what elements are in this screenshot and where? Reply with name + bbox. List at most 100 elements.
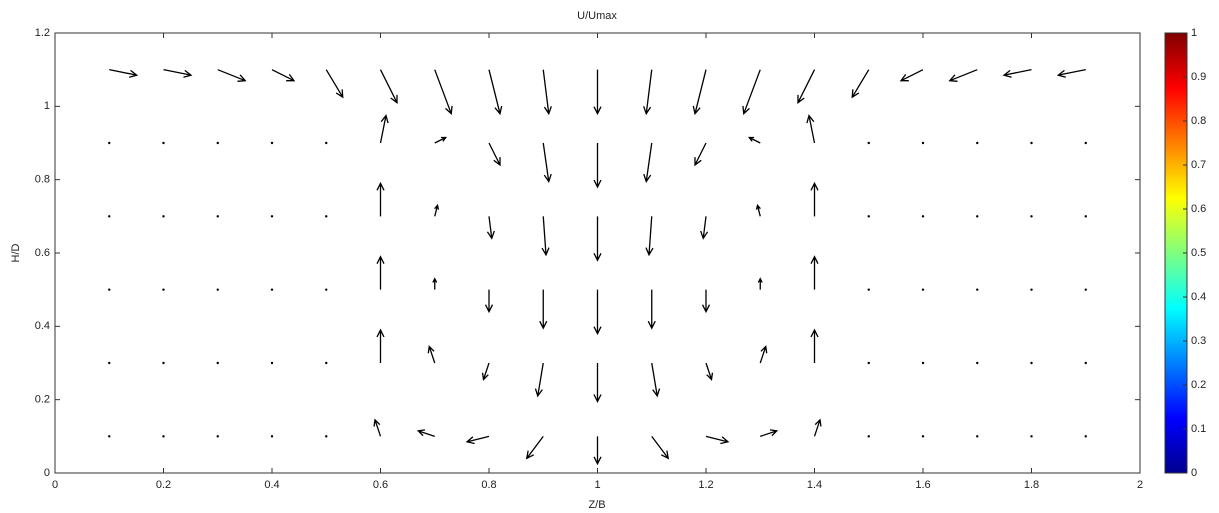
- vector-arrow: [432, 277, 438, 290]
- vector-arrow: [427, 345, 436, 364]
- y-tick-label: 0.2: [35, 394, 50, 406]
- chart-title: U/Umax: [577, 10, 617, 22]
- vector-arrow: [325, 69, 344, 99]
- vector-arrow: [593, 289, 602, 336]
- vector-arrow: [705, 362, 714, 381]
- vector-arrow: [1056, 69, 1086, 78]
- vector-dot: [867, 215, 870, 218]
- vector-dot: [867, 288, 870, 291]
- vector-dot: [1030, 361, 1033, 365]
- vector-arrow: [692, 69, 707, 116]
- vector-dot: [270, 215, 274, 218]
- vector-arrow: [705, 435, 730, 445]
- vector-dot: [1084, 435, 1087, 438]
- vector-arrow: [645, 216, 654, 257]
- vector-dot: [1030, 435, 1033, 438]
- y-tick-label: 0.4: [35, 320, 50, 332]
- vector-arrow: [593, 69, 602, 116]
- x-axis-label: Z/B: [588, 499, 605, 511]
- colorbar-tick-label: 0.7: [1191, 159, 1206, 171]
- vector-dot: [325, 215, 328, 218]
- vector-arrow: [434, 69, 453, 116]
- vector-arrow: [488, 142, 501, 167]
- vector-dot: [108, 435, 111, 438]
- x-tick-label: 1.6: [915, 479, 930, 491]
- vector-dot: [1084, 215, 1087, 218]
- vector-dot: [867, 141, 870, 145]
- x-tick-label: 1.2: [698, 479, 713, 491]
- vector-arrow: [757, 277, 763, 290]
- y-tick-label: 0: [44, 467, 50, 479]
- x-tick-label: 0.6: [373, 479, 388, 491]
- colorbar-tick-label: 0.2: [1191, 379, 1206, 391]
- vector-dot: [976, 435, 979, 438]
- x-tick-label: 0: [52, 479, 58, 491]
- vector-dot: [325, 288, 328, 291]
- vector-arrow: [747, 136, 761, 144]
- x-tick-label: 2: [1137, 479, 1143, 491]
- vector-arrow: [163, 69, 193, 78]
- vector-arrow: [434, 136, 448, 144]
- vector-arrow: [948, 69, 978, 82]
- y-tick-label: 1: [44, 100, 50, 112]
- x-tick-label: 0.4: [264, 479, 279, 491]
- vector-dot: [162, 361, 165, 365]
- colorbar-frame: [1164, 32, 1188, 474]
- vector-dot: [162, 435, 165, 438]
- vector-arrow: [534, 362, 544, 398]
- vector-arrow: [217, 69, 247, 82]
- vector-arrow: [647, 289, 656, 330]
- vector-arrow: [484, 289, 494, 314]
- colorbar-tick-label: 0.1: [1191, 423, 1206, 435]
- vector-arrow: [465, 435, 490, 445]
- vector-arrow: [810, 255, 819, 290]
- vector-dot: [1030, 141, 1033, 145]
- vector-arrow: [271, 69, 296, 82]
- vector-dot: [921, 288, 925, 291]
- vector-arrow: [593, 216, 602, 262]
- vector-dot: [921, 361, 925, 365]
- vector-arrow: [694, 142, 707, 167]
- colorbar-tick-label: 0.5: [1191, 247, 1206, 259]
- vector-dot: [976, 288, 979, 291]
- y-axis-label: H/D: [10, 243, 22, 262]
- vector-dot: [867, 361, 870, 365]
- y-tick-label: 0.8: [35, 174, 50, 186]
- vector-arrow: [109, 69, 139, 78]
- vector-dot: [921, 141, 925, 145]
- vector-arrow: [643, 142, 653, 183]
- vector-dot: [270, 361, 274, 365]
- vector-dot: [325, 435, 328, 438]
- vector-dot: [867, 435, 870, 438]
- vector-arrow: [541, 216, 550, 257]
- colorbar-tick-label: 0.3: [1191, 335, 1206, 347]
- x-tick-label: 1: [594, 479, 600, 491]
- vector-arrow: [760, 429, 779, 437]
- vector-arrow: [759, 345, 768, 364]
- vector-arrow: [700, 216, 709, 240]
- vector-dot: [162, 141, 165, 145]
- vector-dot: [976, 215, 979, 218]
- vector-arrow: [899, 69, 924, 82]
- x-tick-label: 1.8: [1024, 479, 1039, 491]
- vector-dot: [270, 288, 274, 291]
- vector-arrow: [755, 203, 761, 217]
- vector-arrow: [376, 255, 385, 290]
- vector-arrow: [416, 429, 435, 437]
- vector-dot: [270, 141, 274, 145]
- vector-arrow: [851, 69, 870, 99]
- vector-arrow: [593, 143, 602, 189]
- colorbar-tick-label: 0.9: [1191, 71, 1206, 83]
- vector-arrow: [810, 328, 819, 363]
- colorbar-tick-label: 0.4: [1191, 291, 1206, 303]
- vector-arrow: [539, 289, 548, 330]
- vector-dot: [921, 435, 925, 438]
- vector-dot: [162, 215, 165, 218]
- vector-arrow: [488, 69, 503, 116]
- colorbar-tick-label: 0.8: [1191, 115, 1206, 127]
- vector-arrow: [593, 363, 602, 403]
- plot-frame: [54, 32, 1141, 474]
- vector-dot: [108, 141, 111, 145]
- y-tick-label: 0.6: [35, 247, 50, 259]
- x-tick-label: 0.8: [481, 479, 496, 491]
